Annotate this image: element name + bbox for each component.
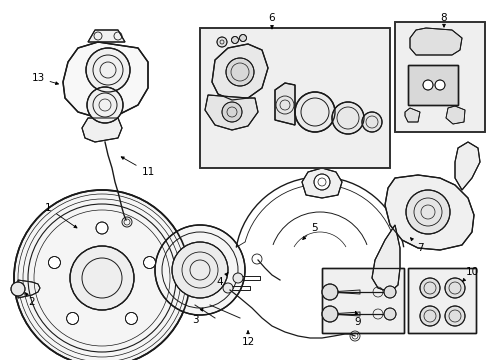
Text: 9: 9	[354, 311, 361, 327]
Polygon shape	[409, 28, 461, 55]
Circle shape	[419, 306, 439, 326]
Circle shape	[66, 312, 79, 324]
Text: 6: 6	[268, 13, 275, 29]
Polygon shape	[445, 106, 464, 124]
Polygon shape	[454, 142, 479, 190]
Circle shape	[143, 257, 155, 269]
Circle shape	[313, 174, 329, 190]
Circle shape	[225, 58, 253, 86]
Bar	[394, 22, 484, 132]
Text: 3: 3	[191, 308, 203, 325]
Polygon shape	[274, 83, 294, 125]
Polygon shape	[302, 168, 341, 198]
Bar	[321, 268, 403, 333]
Circle shape	[444, 278, 464, 298]
Polygon shape	[88, 30, 125, 42]
Circle shape	[70, 246, 134, 310]
Text: 8: 8	[440, 13, 447, 27]
Polygon shape	[404, 108, 419, 122]
Circle shape	[434, 80, 444, 90]
Circle shape	[96, 222, 108, 234]
Circle shape	[11, 282, 25, 296]
Circle shape	[405, 190, 449, 234]
Circle shape	[422, 80, 432, 90]
Circle shape	[223, 283, 232, 293]
Circle shape	[222, 102, 242, 122]
Bar	[200, 28, 389, 168]
Text: 1: 1	[44, 203, 77, 228]
Text: 7: 7	[410, 238, 423, 253]
Text: 2: 2	[25, 293, 35, 307]
Circle shape	[419, 278, 439, 298]
Circle shape	[155, 225, 244, 315]
Circle shape	[294, 92, 334, 132]
Circle shape	[172, 242, 227, 298]
Bar	[200, 28, 389, 168]
Text: 5: 5	[302, 223, 318, 239]
Circle shape	[321, 306, 337, 322]
Polygon shape	[82, 118, 122, 142]
Circle shape	[48, 257, 61, 269]
Text: 10: 10	[461, 267, 478, 282]
Circle shape	[383, 308, 395, 320]
Circle shape	[383, 286, 395, 298]
Circle shape	[125, 312, 137, 324]
Polygon shape	[371, 225, 399, 292]
Circle shape	[86, 48, 130, 92]
Circle shape	[14, 190, 190, 360]
Polygon shape	[407, 65, 457, 105]
Circle shape	[321, 284, 337, 300]
Circle shape	[217, 37, 226, 47]
Polygon shape	[63, 42, 148, 118]
Bar	[407, 268, 475, 333]
Circle shape	[331, 102, 363, 134]
Bar	[394, 22, 484, 132]
Circle shape	[444, 306, 464, 326]
Text: 13: 13	[31, 73, 59, 85]
Polygon shape	[204, 95, 258, 130]
Circle shape	[87, 87, 123, 123]
Polygon shape	[212, 44, 267, 100]
Text: 4: 4	[216, 273, 227, 287]
Polygon shape	[18, 280, 40, 298]
Circle shape	[239, 35, 246, 41]
Text: 11: 11	[121, 157, 154, 177]
Bar	[407, 268, 475, 333]
Circle shape	[231, 36, 238, 44]
Text: 12: 12	[241, 331, 254, 347]
Circle shape	[232, 273, 243, 283]
Circle shape	[361, 112, 381, 132]
Polygon shape	[384, 175, 473, 250]
Bar	[321, 268, 403, 333]
